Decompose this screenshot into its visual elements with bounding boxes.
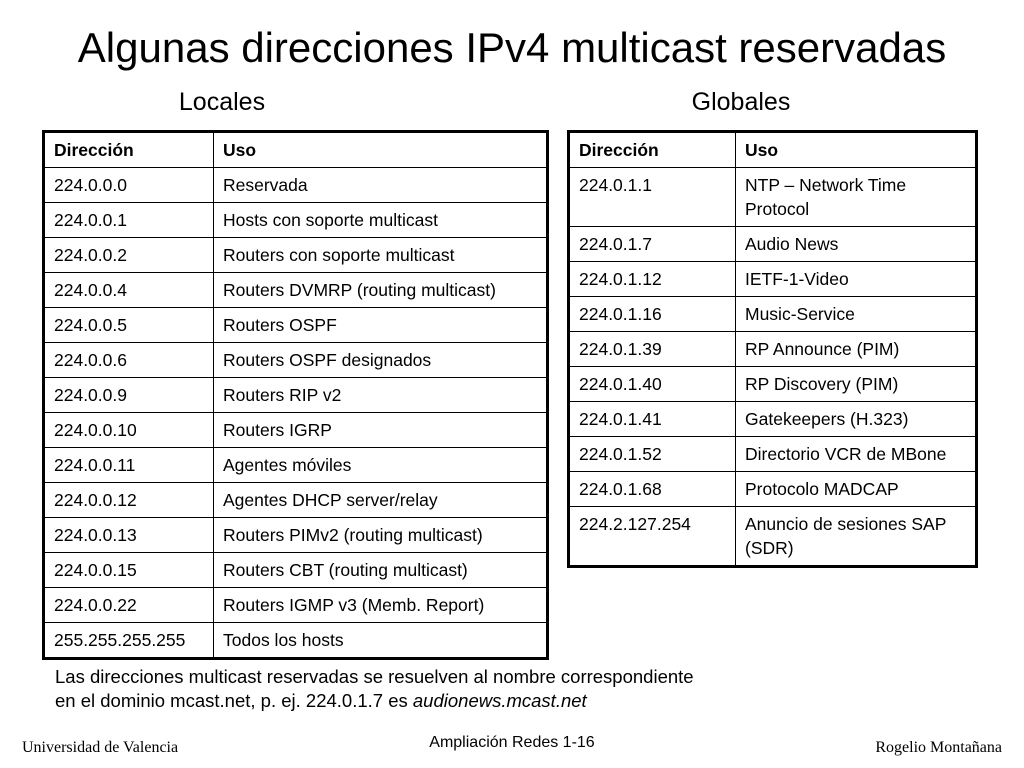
address-cell: 224.0.0.0 (43, 167, 214, 203)
footer-course-page: Ampliación Redes 1-16 (429, 734, 595, 751)
address-cell: 255.255.255.255 (43, 622, 214, 659)
resolution-note: Las direcciones multicast reservadas se … (55, 665, 955, 713)
table-row: 224.0.0.5 Routers OSPF (43, 307, 548, 343)
address-cell: 224.0.0.9 (43, 377, 214, 413)
table-row: 224.0.0.12 Agentes DHCP server/relay (43, 482, 548, 518)
address-cell: 224.0.1.68 (568, 471, 736, 507)
table-row: 224.0.0.4 Routers DVMRP (routing multicas… (43, 272, 548, 308)
table-row: 255.255.255.255 Todos los hosts (43, 622, 548, 659)
address-cell: 224.0.1.12 (568, 261, 736, 297)
address-cell: 224.0.0.1 (43, 202, 214, 238)
use-cell: RP Announce (PIM) (735, 331, 977, 367)
table-row: 224.0.0.15 Routers CBT (routing multicast… (43, 552, 548, 588)
address-cell: 224.0.0.10 (43, 412, 214, 448)
table-row: 224.0.0.13 Routers PIMv2 (routing multica… (43, 517, 548, 553)
address-cell: 224.0.0.5 (43, 307, 214, 343)
table-row: 224.0.1.68 Protocolo MADCAP (568, 471, 977, 507)
globales-table: Dirección Uso 224.0.1.1 NTP – Network Tim… (567, 130, 978, 568)
note-line-2-text: en el dominio mcast.net, p. ej. 224.0.1.… (55, 690, 413, 711)
address-cell: 224.2.127.254 (568, 506, 736, 567)
use-cell: Music-Service (735, 296, 977, 332)
table-row: 224.2.127.254 Anuncio de sesiones SAP (SD… (568, 506, 977, 567)
address-cell: 224.0.1.1 (568, 167, 736, 227)
use-cell: Gatekeepers (H.323) (735, 401, 977, 437)
address-cell: 224.0.0.22 (43, 587, 214, 623)
table-row: 224.0.1.39 RP Announce (PIM) (568, 331, 977, 367)
table-row: 224.0.0.1 Hosts con soporte multicast (43, 202, 548, 238)
use-cell: Routers CBT (routing multicast) (213, 552, 548, 588)
table-row: 224.0.0.2 Routers con soporte multicast (43, 237, 548, 273)
address-cell: 224.0.0.6 (43, 342, 214, 378)
header-address: Dirección (568, 131, 736, 168)
use-cell: IETF-1-Video (735, 261, 977, 297)
table-row: 224.0.1.1 NTP – Network Time Protocol (568, 167, 977, 227)
header-use: Uso (735, 131, 977, 168)
note-example-domain: audionews.mcast.net (412, 690, 587, 711)
note-line-2: en el dominio mcast.net, p. ej. 224.0.1.… (55, 689, 955, 713)
use-cell: Routers DVMRP (routing multicast) (213, 272, 548, 308)
table-row: 224.0.0.10 Routers IGRP (43, 412, 548, 448)
footer-university: Universidad de Valencia (22, 739, 179, 756)
table-row: 224.0.0.9 Routers RIP v2 (43, 377, 548, 413)
use-cell: Routers OSPF (213, 307, 548, 343)
locales-table: Dirección Uso 224.0.0.0 Reservada 224.0.0.… (42, 130, 549, 660)
address-cell: 224.0.0.2 (43, 237, 214, 273)
use-cell: RP Discovery (PIM) (735, 366, 977, 402)
address-cell: 224.0.1.7 (568, 226, 736, 262)
header-address: Dirección (43, 131, 214, 168)
use-cell: Audio News (735, 226, 977, 262)
table-row: 224.0.1.40 RP Discovery (PIM) (568, 366, 977, 402)
table-header-row: Dirección Uso (568, 131, 977, 168)
use-cell: Agentes móviles (213, 447, 548, 483)
use-cell: Routers IGMP v3 (Memb. Report) (213, 587, 548, 623)
address-cell: 224.0.1.41 (568, 401, 736, 437)
use-cell: Todos los hosts (213, 622, 548, 659)
use-cell: Agentes DHCP server/relay (213, 482, 548, 518)
table-row: 224.0.1.16 Music-Service (568, 296, 977, 332)
table-row: 224.0.0.22 Routers IGMP v3 (Memb. Report) (43, 587, 548, 623)
table-row: 224.0.0.0 Reservada (43, 167, 548, 203)
use-cell: Reservada (213, 167, 548, 203)
use-cell: Protocolo MADCAP (735, 471, 977, 507)
use-cell: NTP – Network Time Protocol (735, 167, 977, 227)
use-cell: Anuncio de sesiones SAP (SDR) (735, 506, 977, 567)
address-cell: 224.0.1.52 (568, 436, 736, 472)
table-row: 224.0.0.6 Routers OSPF designados (43, 342, 548, 378)
address-cell: 224.0.1.16 (568, 296, 736, 332)
use-cell: Directorio VCR de MBone (735, 436, 977, 472)
locales-heading: Locales (178, 88, 266, 116)
address-cell: 224.0.1.39 (568, 331, 736, 367)
table-row: 224.0.1.52 Directorio VCR de MBone (568, 436, 977, 472)
use-cell: Routers OSPF designados (213, 342, 548, 378)
use-cell: Routers RIP v2 (213, 377, 548, 413)
use-cell: Routers con soporte multicast (213, 237, 548, 273)
address-cell: 224.0.0.12 (43, 482, 214, 518)
table-row: 224.0.1.7 Audio News (568, 226, 977, 262)
header-use: Uso (213, 131, 548, 168)
address-cell: 224.0.0.13 (43, 517, 214, 553)
table-header-row: Dirección Uso (43, 131, 548, 168)
table-row: 224.0.1.12 IETF-1-Video (568, 261, 977, 297)
address-cell: 224.0.0.4 (43, 272, 214, 308)
globales-heading: Globales (691, 88, 791, 116)
footer-author: Rogelio Montañana (875, 739, 1002, 756)
table-row: 224.0.1.41 Gatekeepers (H.323) (568, 401, 977, 437)
use-cell: Routers PIMv2 (routing multicast) (213, 517, 548, 553)
table-row: 224.0.0.11 Agentes móviles (43, 447, 548, 483)
use-cell: Hosts con soporte multicast (213, 202, 548, 238)
address-cell: 224.0.1.40 (568, 366, 736, 402)
address-cell: 224.0.0.15 (43, 552, 214, 588)
use-cell: Routers IGRP (213, 412, 548, 448)
slide-title: Algunas direcciones IPv4 multicast reser… (77, 24, 947, 71)
note-line-1: Las direcciones multicast reservadas se … (55, 666, 694, 687)
address-cell: 224.0.0.11 (43, 447, 214, 483)
